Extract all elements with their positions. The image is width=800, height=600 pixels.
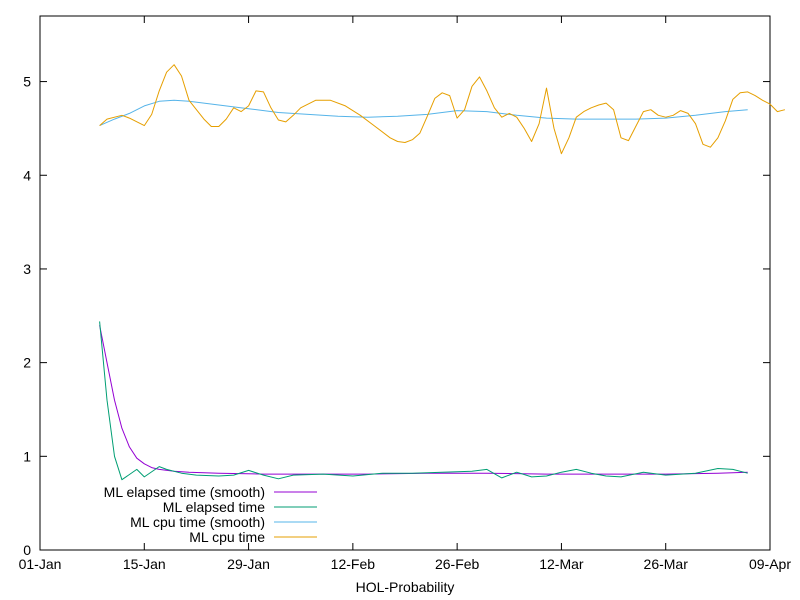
x-axis-label: HOL-Probability	[356, 579, 455, 595]
y-tick-label: 2	[23, 355, 31, 371]
legend-label: ML cpu time	[189, 529, 265, 545]
series-line-ml-elapsed-time-smooth	[99, 325, 748, 475]
x-tick-label: 09-Apr	[749, 556, 791, 572]
x-tick-label: 26-Mar	[644, 556, 689, 572]
y-tick-label: 3	[23, 261, 31, 277]
y-tick-label: 4	[23, 167, 31, 183]
legend: ML elapsed time (smooth)ML elapsed timeM…	[104, 484, 317, 545]
series-layer	[99, 64, 786, 481]
legend-label: ML elapsed time (smooth)	[104, 484, 265, 500]
y-tick-label: 0	[23, 542, 31, 558]
x-tick-label: 15-Jan	[123, 556, 166, 572]
x-tick-label: 29-Jan	[227, 556, 270, 572]
y-tick-label: 5	[23, 74, 31, 90]
series-line-ml-cpu-time-smooth	[99, 99, 748, 127]
x-tick-label: 26-Feb	[435, 556, 480, 572]
legend-label: ML cpu time (smooth)	[130, 514, 265, 530]
y-tick-label: 1	[23, 448, 31, 464]
x-tick-label: 12-Mar	[539, 556, 584, 572]
x-tick-label: 01-Jan	[19, 556, 62, 572]
legend-label: ML elapsed time	[163, 499, 265, 515]
axis-ticks: 01-Jan 15-Jan 29-Jan 12-Feb 26-Feb 12-Mar 26-M…	[19, 16, 791, 572]
series-line-ml-cpu-time	[99, 64, 786, 155]
x-tick-label: 12-Feb	[331, 556, 376, 572]
series-line-ml-elapsed-time	[99, 321, 748, 481]
plot-frame	[39, 15, 771, 551]
